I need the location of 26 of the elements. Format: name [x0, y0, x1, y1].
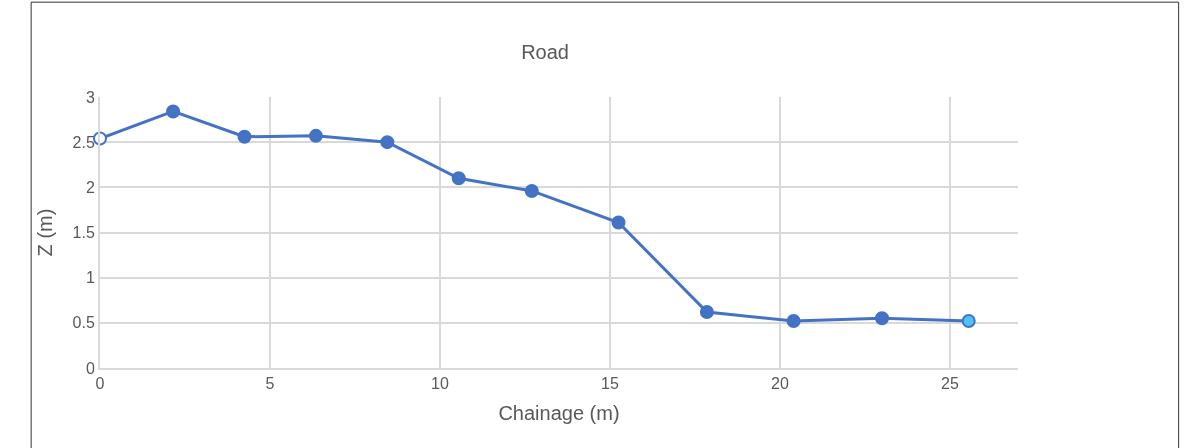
point: [699, 304, 714, 319]
point: [611, 215, 626, 230]
y-tick-label: 2.5: [72, 133, 95, 151]
x-tick-label: 25: [941, 375, 959, 393]
x-tick-label: 5: [265, 375, 275, 393]
y-tick-label: 3: [85, 88, 95, 106]
point: [524, 183, 539, 198]
point: [786, 314, 801, 329]
y-tick-label: 1: [85, 269, 95, 287]
x-axis-title: Chainage (m): [498, 402, 620, 425]
x-tick-label: 15: [601, 375, 619, 393]
point: [875, 311, 889, 326]
y-axis-title: Z (m): [33, 208, 56, 257]
point: [237, 129, 252, 144]
chart-title: Road: [521, 40, 569, 63]
point: [961, 314, 976, 329]
x-tick-label: 20: [771, 375, 789, 393]
point: [308, 128, 323, 143]
point: [451, 171, 466, 186]
point: [380, 135, 395, 150]
y-tick-label: 0: [85, 359, 95, 377]
y-tick-label: 2: [85, 178, 95, 196]
point: [166, 104, 181, 119]
x-tick-label: 10: [431, 375, 449, 393]
y-tick-label: 1.5: [72, 224, 95, 242]
y-tick-label: 0.5: [72, 314, 95, 332]
